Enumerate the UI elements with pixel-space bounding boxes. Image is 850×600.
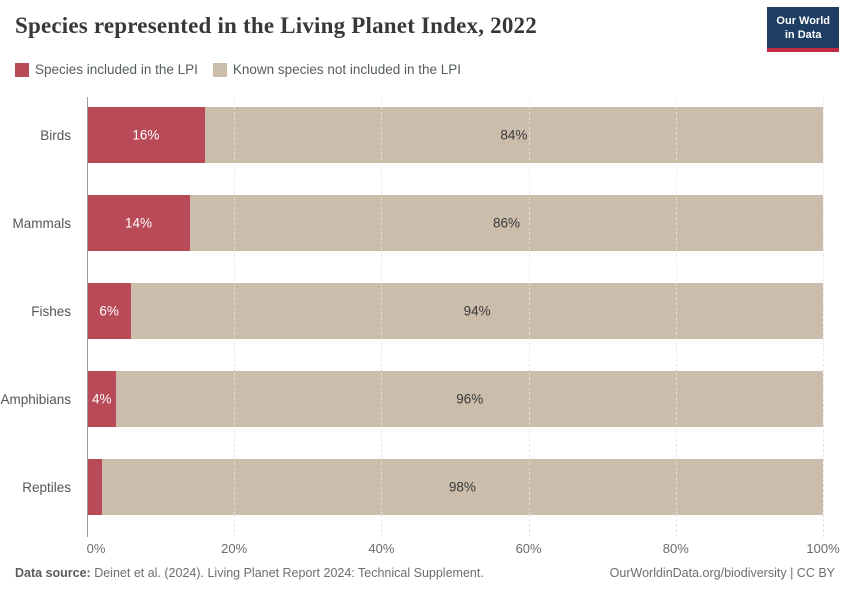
bar-value-not-included: 96% xyxy=(456,391,484,407)
gridline-overlay xyxy=(381,97,383,530)
data-source-label: Data source: xyxy=(15,566,91,580)
bar-segment-not-included xyxy=(204,107,823,163)
legend: Species included in the LPI Known specie… xyxy=(15,62,461,77)
bar-segment-included xyxy=(87,107,205,163)
x-tick-label: 60% xyxy=(515,541,542,556)
bar-value-included: 16% xyxy=(132,127,160,143)
bar-segment-not-included xyxy=(131,283,823,339)
legend-label-not-included: Known species not included in the LPI xyxy=(232,62,462,77)
gridline xyxy=(823,97,824,537)
x-tick-label: 20% xyxy=(221,541,248,556)
data-source-note: Data source: Deinet et al. (2024). Livin… xyxy=(15,566,484,580)
chart-title: Species represented in the Living Planet… xyxy=(15,13,537,38)
legend-label-included: Species included in the LPI xyxy=(35,62,198,77)
bar-segment-included xyxy=(87,195,191,251)
bar-value-not-included: 84% xyxy=(500,127,528,143)
bar-row: 4% 96% xyxy=(87,371,823,427)
bar-row: 16% 84% xyxy=(87,107,823,163)
bar-row: 98% xyxy=(87,459,823,515)
footer: Data source: Deinet et al. (2024). Livin… xyxy=(15,566,835,580)
bar-row: 14% 86% xyxy=(87,195,823,251)
bar-value-not-included: 86% xyxy=(493,215,521,231)
bar-value-included: 6% xyxy=(99,303,119,319)
bar-value-included: 4% xyxy=(91,391,112,407)
plot-area: 0% 20% 40% 60% 80% 100% 16% 84% 14% 86% 6% 94% 4% 96%… xyxy=(87,97,840,556)
owid-license-link[interactable]: OurWorldinData.org/biodiversity | CC BY xyxy=(609,566,835,580)
bar-segment-not-included xyxy=(190,195,823,251)
category-label: Reptiles xyxy=(22,479,71,495)
x-tick-label: 100% xyxy=(806,541,840,556)
gridline-overlay xyxy=(675,97,677,530)
category-label: Fishes xyxy=(31,303,71,319)
category-label: Birds xyxy=(40,127,71,143)
legend-item-included: Species included in the LPI xyxy=(15,62,198,77)
owid-logo-line2: in Data xyxy=(784,29,822,42)
bar-segment-not-included xyxy=(116,371,823,427)
bar-segment-included xyxy=(87,459,102,515)
bar-row: 6% 94% xyxy=(87,283,823,339)
bar-value-not-included: 94% xyxy=(463,303,491,319)
y-axis-line xyxy=(87,97,88,537)
gridline-overlay xyxy=(528,97,530,530)
x-tick-label: 0% xyxy=(86,541,106,556)
bar-segment-included xyxy=(87,371,117,427)
gridline-overlay xyxy=(234,97,236,530)
category-label: Mammals xyxy=(12,215,71,231)
category-axis: Birds Mammals Fishes Amphibians Reptiles xyxy=(0,97,79,530)
legend-swatch-included-icon xyxy=(15,62,29,77)
owid-logo[interactable]: Our World in Data xyxy=(767,7,839,52)
bar-segment-included xyxy=(87,283,132,339)
bar-segment-not-included xyxy=(101,459,823,515)
legend-item-not-included: Known species not included in the LPI xyxy=(212,62,462,77)
x-tick-label: 80% xyxy=(662,541,689,556)
bar-value-included: 14% xyxy=(125,215,153,231)
category-label: Amphibians xyxy=(0,391,71,407)
data-source-text: Deinet et al. (2024). Living Planet Repo… xyxy=(90,566,484,580)
legend-swatch-not-included-icon xyxy=(212,62,227,77)
bar-value-not-included: 98% xyxy=(448,479,476,495)
x-tick-label: 40% xyxy=(368,541,395,556)
gridline-overlay xyxy=(823,97,824,530)
owid-logo-line1: Our World xyxy=(776,15,830,27)
